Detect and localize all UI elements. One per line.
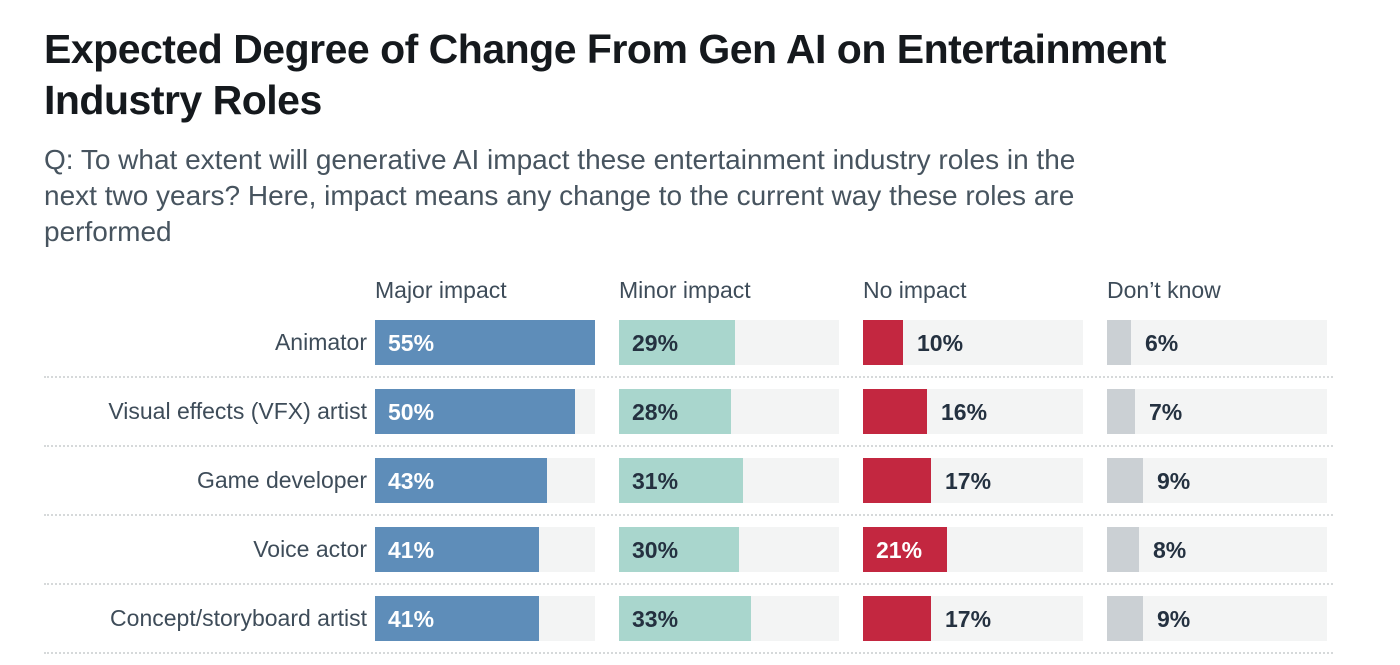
bar-value-label: 7% — [1149, 399, 1183, 425]
bar-fill-minor-impact — [619, 458, 743, 503]
bar-track-don-t-know: 8% — [1107, 527, 1327, 572]
bar-fill-no-impact — [863, 596, 931, 641]
dotted-separator — [44, 445, 1333, 447]
row-bars: 55% 29% 10% 6% — [375, 320, 1327, 365]
dotted-separator — [44, 376, 1333, 378]
bar-value-label: 9% — [1157, 468, 1191, 494]
chart-row-animator: Animator 55% 29% 10% 6% — [44, 320, 1400, 365]
bar-fill-don-t-know — [1107, 596, 1143, 641]
bar-fill-minor-impact — [619, 320, 735, 365]
bar-track-don-t-know: 6% — [1107, 320, 1327, 365]
bar-track-major-impact: 55% — [375, 320, 595, 365]
bar-fill-no-impact — [863, 527, 947, 572]
role-label: Game developer — [196, 467, 367, 493]
bar-track-major-impact: 50% — [375, 389, 595, 434]
chart-title: Expected Degree of Change From Gen AI on… — [44, 26, 1166, 123]
bar-fill-minor-impact — [619, 527, 739, 572]
role-label: Visual effects (VFX) artist — [108, 398, 367, 424]
chart-row-game-developer: Game developer 43% 31% 17% 9% — [44, 458, 1400, 503]
bar-track-no-impact: 17% — [863, 596, 1083, 641]
bar-value-label: 30% — [632, 537, 679, 563]
bar-track-minor-impact: 28% — [619, 389, 839, 434]
bar-track-no-impact: 10% — [863, 320, 1083, 365]
bar-value-label: 17% — [945, 468, 992, 494]
dotted-separator — [44, 514, 1333, 516]
bar-fill-minor-impact — [619, 389, 731, 434]
bar-fill-no-impact — [863, 458, 931, 503]
bar-track-major-impact: 41% — [375, 527, 595, 572]
bar-track-minor-impact: 31% — [619, 458, 839, 503]
bar-value-label: 29% — [632, 330, 679, 356]
bar-fill-no-impact — [863, 389, 927, 434]
chart-row-concept-storyboard-artist: Concept/storyboard artist 41% 33% 17% 9% — [44, 596, 1400, 641]
bar-track-don-t-know: 7% — [1107, 389, 1327, 434]
bar-value-label: 50% — [388, 399, 435, 425]
column-header-major-impact: Major impact — [375, 277, 507, 303]
subtitle-line: next two years? Here, impact means any c… — [44, 180, 1075, 211]
chart-row-visual-effects-vfx-artist: Visual effects (VFX) artist 50% 28% 16% 7% — [44, 389, 1400, 434]
bar-track-no-impact: 21% — [863, 527, 1083, 572]
bar-value-label: 33% — [632, 606, 679, 632]
bar-value-label: 8% — [1153, 537, 1187, 563]
bar-fill-don-t-know — [1107, 320, 1131, 365]
header-spacer — [44, 276, 375, 304]
dotted-separator — [44, 652, 1333, 654]
subtitle-line: performed — [44, 216, 172, 247]
chart-subtitle: Q: To what extent will generative AI imp… — [44, 142, 1374, 250]
row-bars: 43% 31% 17% 9% — [375, 458, 1327, 503]
bar-track-no-impact: 17% — [863, 458, 1083, 503]
bar-track-major-impact: 43% — [375, 458, 595, 503]
bar-value-label: 17% — [945, 606, 992, 632]
bar-value-label: 31% — [632, 468, 679, 494]
role-label: Voice actor — [253, 536, 367, 562]
bar-value-label: 6% — [1145, 330, 1179, 356]
bar-track-no-impact: 16% — [863, 389, 1083, 434]
column-header-no-impact: No impact — [863, 277, 967, 303]
column-header-row: Major impact Minor impact No impact Don’… — [44, 276, 1400, 304]
bar-fill-no-impact — [863, 320, 903, 365]
bar-value-label: 41% — [388, 537, 435, 563]
row-bars: 41% 30% 21% 8% — [375, 527, 1327, 572]
bar-value-label: 28% — [632, 399, 679, 425]
bar-value-label: 41% — [388, 606, 435, 632]
chart-rows: Animator 55% 29% 10% 6% Visual effects (VFX… — [44, 320, 1400, 654]
bar-fill-major-impact — [375, 320, 595, 365]
role-label: Animator — [274, 329, 367, 355]
bar-track-minor-impact: 30% — [619, 527, 839, 572]
bar-fill-major-impact — [375, 596, 539, 641]
column-header-dont-know: Don’t know — [1107, 277, 1221, 303]
row-bars: 41% 33% 17% 9% — [375, 596, 1327, 641]
bar-track-major-impact: 41% — [375, 596, 595, 641]
bar-value-label: 21% — [876, 537, 923, 563]
bar-track-don-t-know: 9% — [1107, 596, 1327, 641]
bar-fill-don-t-know — [1107, 527, 1139, 572]
bar-value-label: 43% — [388, 468, 435, 494]
bar-value-label: 16% — [941, 399, 988, 425]
bar-track-don-t-know: 9% — [1107, 458, 1327, 503]
dotted-separator — [44, 583, 1333, 585]
bar-fill-don-t-know — [1107, 389, 1135, 434]
bar-track-minor-impact: 29% — [619, 320, 839, 365]
bar-fill-minor-impact — [619, 596, 751, 641]
subtitle-line: Q: To what extent will generative AI imp… — [44, 144, 1076, 175]
bar-fill-don-t-know — [1107, 458, 1143, 503]
header-cells: Major impact Minor impact No impact Don’… — [375, 276, 1327, 304]
bar-fill-major-impact — [375, 389, 575, 434]
bar-value-label: 10% — [917, 330, 964, 356]
column-header-minor-impact: Minor impact — [619, 277, 751, 303]
bar-fill-major-impact — [375, 458, 547, 503]
bar-value-label: 55% — [388, 330, 435, 356]
bar-fill-major-impact — [375, 527, 539, 572]
bar-track-minor-impact: 33% — [619, 596, 839, 641]
chart-row-voice-actor: Voice actor 41% 30% 21% 8% — [44, 527, 1400, 572]
bar-value-label: 9% — [1157, 606, 1191, 632]
row-bars: 50% 28% 16% 7% — [375, 389, 1327, 434]
role-label: Concept/storyboard artist — [110, 605, 367, 631]
